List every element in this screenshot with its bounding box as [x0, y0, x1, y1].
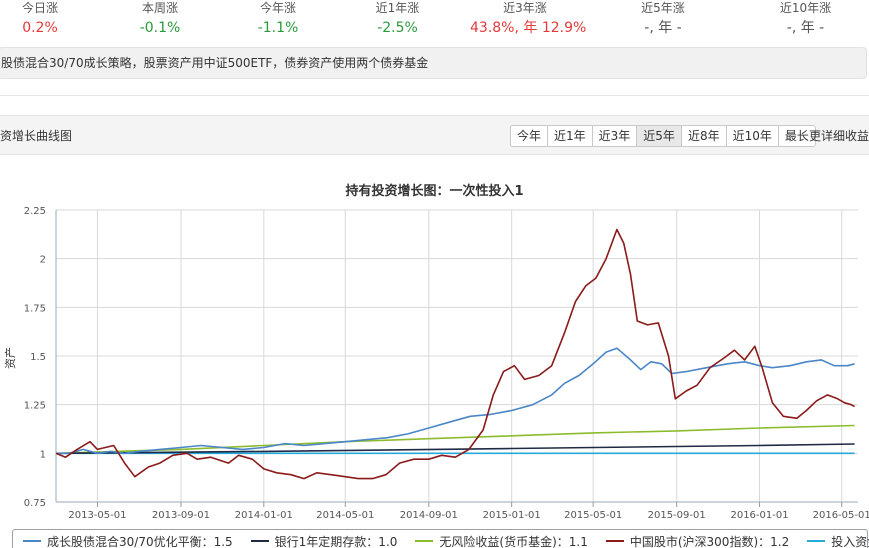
legend-swatch — [250, 540, 269, 542]
tab-3y[interactable]: 近3年 — [592, 126, 638, 146]
x-tick-label: 2015-01-01 — [483, 510, 541, 521]
x-tick-label: 2013-05-01 — [68, 510, 126, 521]
chart-canvas: 0.75 1 1.25 1.5 1.75 2 2.25 2013-05-01 2013-09-0… — [3, 206, 869, 521]
x-tick-label: 2015-09-01 — [648, 510, 706, 521]
legend-label: 投入资金：1 — [831, 534, 869, 548]
tab-longest[interactable]: 最长 — [778, 126, 815, 146]
y-tick-label: 1.25 — [24, 401, 46, 412]
return-value: 43.8%, 年 12.9% — [470, 20, 587, 36]
section-title: 资增长曲线图 — [0, 129, 73, 143]
tab-1y[interactable]: 近1年 — [548, 126, 593, 146]
return-value: 0.2% — [22, 20, 58, 36]
return-value: -2.5% — [377, 20, 418, 36]
tab-10y[interactable]: 近10年 — [726, 126, 779, 146]
return-value: -1.1% — [257, 20, 299, 36]
growth-chart: 0.75 1 1.25 1.5 1.75 2 2.25 2013-05-01 2013-09-0… — [0, 172, 869, 548]
range-tabs: 今年 近1年 近3年 近5年 近8年 近10年 最长 — [510, 125, 816, 147]
y-axis-label: 资产 — [3, 347, 17, 369]
legend-item[interactable]: 成长股债混合30/70优化平衡：1.5 — [23, 533, 233, 548]
x-tick-label: 2014-05-01 — [316, 510, 374, 521]
x-tick-label: 2016-05-01 — [813, 510, 869, 521]
return-today: 今日涨 0.2% — [10, 0, 70, 39]
legend-swatch — [415, 540, 434, 542]
tab-5y[interactable]: 近5年 — [637, 126, 682, 146]
return-label: 今年涨 — [259, 1, 296, 15]
legend-label: 无风险收益(货币基金)：1.1 — [439, 534, 588, 548]
legend-swatch — [23, 540, 41, 542]
y-tick-label: 1.5 — [30, 352, 46, 363]
series-line-bank — [55, 443, 855, 455]
return-label: 近3年涨 — [503, 1, 547, 15]
strategy-description: 股债混合30/70成长策略，股票资产用中证500ETF，债券资产使用两个债券基金 — [0, 47, 867, 79]
legend-label: 银行1年定期存款：1.0 — [274, 534, 398, 548]
return-week: 本周涨 -0.1% — [125, 0, 195, 39]
x-tick-label: 2014-01-01 — [235, 510, 293, 521]
series-line-strategy — [56, 347, 855, 455]
return-3y: 近3年涨 43.8%, 年 12.9% — [470, 0, 587, 39]
y-tick-label: 1.75 — [24, 303, 46, 314]
return-value: -0.1% — [139, 20, 181, 36]
return-5y: 近5年涨 -, 年 - — [628, 0, 698, 39]
tab-8y[interactable]: 近8年 — [681, 126, 727, 146]
x-tick-label: 2013-09-01 — [152, 510, 210, 521]
detail-returns-link[interactable]: 更详细收益 — [809, 129, 869, 143]
return-10y: 近10年涨 -, 年 - — [768, 0, 843, 39]
series-line-hs300 — [55, 228, 855, 480]
return-label: 近10年涨 — [779, 1, 832, 15]
return-ytd: 今年涨 -1.1% — [243, 0, 313, 39]
divider — [0, 95, 869, 96]
return-label: 近1年涨 — [375, 1, 420, 15]
legend-item[interactable]: 无风险收益(货币基金)：1.1 — [415, 533, 588, 548]
x-tick-label: 2016-01-01 — [730, 510, 788, 521]
returns-summary: 今日涨 0.2% 本周涨 -0.1% 今年涨 -1.1% 近1年涨 -2.5% … — [0, 0, 869, 44]
tab-ytd[interactable]: 今年 — [511, 126, 549, 146]
y-tick-label: 0.75 — [24, 498, 46, 509]
x-tick-label: 2015-05-01 — [564, 510, 622, 521]
chart-title: 持有投资增长图：一次性投入1 — [345, 184, 524, 199]
legend-item[interactable]: 银行1年定期存款：1.0 — [250, 533, 398, 548]
legend-item[interactable]: 投入资金：1 — [807, 533, 869, 548]
legend-label: 中国股市(沪深300指数)：1.2 — [629, 534, 790, 548]
return-label: 近5年涨 — [641, 1, 685, 15]
y-tick-label: 2 — [40, 255, 46, 266]
legend-swatch — [807, 540, 826, 542]
legend-item[interactable]: 中国股市(沪深300指数)：1.2 — [605, 533, 790, 548]
y-tick-label: 2.25 — [24, 206, 46, 217]
return-value: -, 年 - — [644, 20, 682, 36]
chart-legend: 成长股债混合30/70优化平衡：1.5 银行1年定期存款：1.0 无风险收益(货币基… — [12, 529, 869, 548]
return-label: 今日涨 — [21, 1, 58, 15]
y-tick-label: 1 — [40, 449, 46, 460]
return-1y: 近1年涨 -2.5% — [360, 0, 435, 39]
legend-label: 成长股债混合30/70优化平衡：1.5 — [47, 534, 233, 548]
return-value: -, 年 - — [786, 20, 825, 36]
growth-chart-header: 资增长曲线图 今年 近1年 近3年 近5年 近8年 近10年 最长 更详细收益 — [0, 115, 869, 155]
legend-swatch — [605, 540, 624, 542]
return-label: 本周涨 — [141, 1, 178, 15]
x-tick-label: 2014-09-01 — [400, 510, 458, 521]
